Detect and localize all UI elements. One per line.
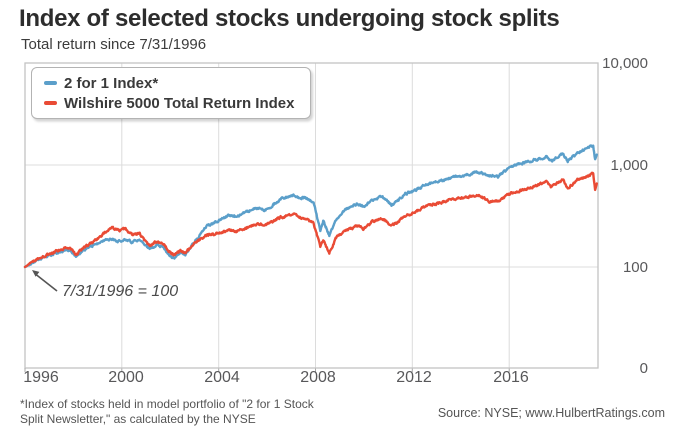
- chart-subtitle: Total return since 7/31/1996: [21, 36, 207, 53]
- x-tick-2016: 2016: [493, 369, 529, 386]
- legend-item-wilshire: Wilshire 5000 Total Return Index: [44, 93, 310, 113]
- series-line-wilshire: [23, 171, 598, 269]
- y-tick-1000: 1,000: [610, 157, 648, 174]
- legend-swatch-blue-icon: [44, 81, 57, 85]
- y-tick-100: 100: [622, 259, 648, 276]
- legend-label-wilshire: Wilshire 5000 Total Return Index: [64, 94, 295, 112]
- x-tick-2004: 2004: [204, 369, 240, 386]
- footnote-line2: Split Newsletter," as calculated by the …: [20, 412, 256, 426]
- y-tick-0: 0: [639, 360, 648, 377]
- footnote-line1: *Index of stocks held in model portfolio…: [20, 397, 314, 411]
- x-tick-2012: 2012: [396, 369, 432, 386]
- x-tick-2008: 2008: [300, 369, 336, 386]
- source-credit: Source: NYSE; www.HulbertRatings.com: [437, 406, 665, 420]
- legend-label-2for1: 2 for 1 Index*: [64, 74, 159, 92]
- plot-border: [24, 62, 599, 369]
- baseline-annotation: 7/31/1996 = 100: [62, 283, 179, 300]
- x-tick-1996: 1996: [23, 369, 59, 386]
- chart-legend: 2 for 1 Index* Wilshire 5000 Total Retur…: [31, 67, 311, 119]
- page-title: Index of selected stocks undergoing stoc…: [19, 5, 560, 32]
- x-tick-2000: 2000: [108, 369, 144, 386]
- annotation-arrow-line: [35, 273, 58, 292]
- legend-swatch-red-icon: [44, 101, 57, 105]
- legend-item-2for1: 2 for 1 Index*: [44, 73, 310, 93]
- annotation-arrow-head: [32, 270, 40, 277]
- y-tick-10000: 10,000: [602, 55, 648, 72]
- series-line-2for1: [23, 144, 598, 269]
